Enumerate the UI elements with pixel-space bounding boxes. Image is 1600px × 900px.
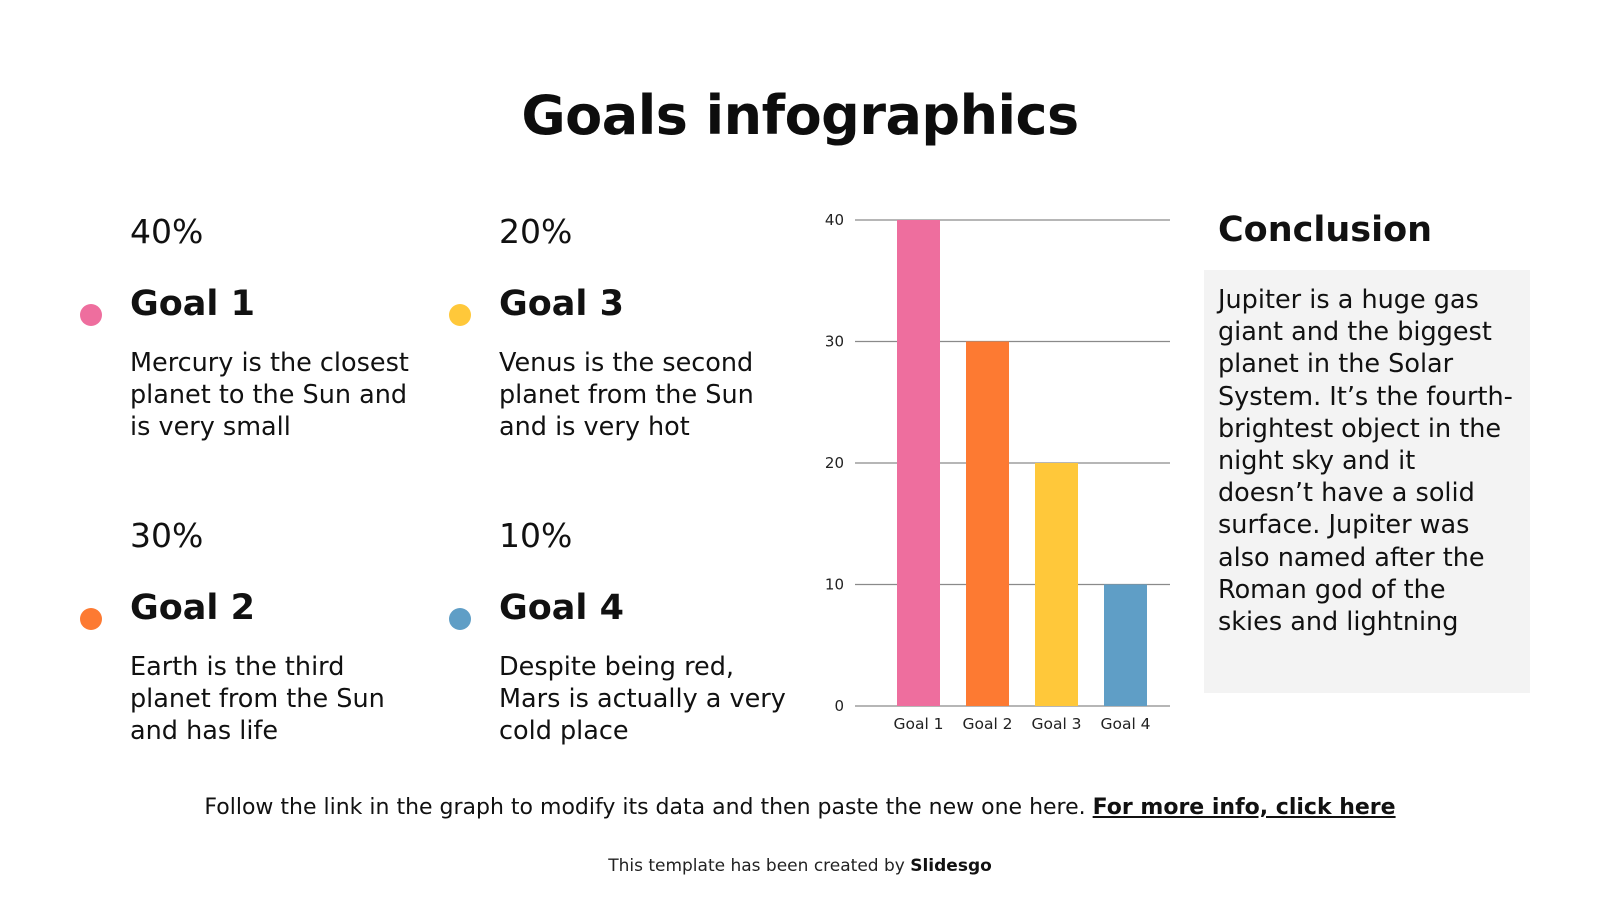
goal-1-percent: 40% [130,212,204,251]
more-info-link[interactable]: For more info, click here [1092,795,1396,820]
template-credit: This template has been created by Slides… [0,856,1600,876]
y-tick-label-0: 0 [834,697,844,715]
goal-2-percent: 30% [130,516,204,555]
y-tick-label-10: 10 [825,576,844,594]
y-tick-label-20: 20 [825,454,844,472]
goal-3-description: Venus is the second planet from the Sun … [499,348,754,442]
goal-3-percent: 20% [499,212,573,251]
goal-3-title: Goal 3 [499,284,624,324]
goal-1-title: Goal 1 [130,284,255,324]
bar-4 [1104,584,1147,706]
x-tick-label-3: Goal 3 [1031,715,1081,733]
x-tick-label-2: Goal 2 [962,715,1012,733]
goal-4-title: Goal 4 [499,588,624,628]
goal-2-description: Earth is the third planet from the Sun a… [130,652,385,746]
goal-2-title: Goal 2 [130,588,255,628]
goal-4-dot [449,608,471,630]
x-tick-label-4: Goal 4 [1100,715,1150,733]
footer-note-text: Follow the link in the graph to modify i… [204,795,1086,820]
bar-2 [966,341,1009,706]
bar-3 [1035,463,1078,706]
bar-chart[interactable]: 0 10 20 30 40 Goal 1 Goal 2 Goal 3 Goal 4 [825,200,1175,750]
credit-brand: Slidesgo [910,856,992,876]
slide-title: Goals infographics [521,84,1079,147]
goal-3-dot [449,304,471,326]
y-tick-label-40: 40 [825,211,844,229]
y-tick-label-30: 30 [825,333,844,351]
goal-4-percent: 10% [499,516,573,555]
goal-2-dot [80,608,102,630]
goal-4-description: Despite being red, Mars is actually a ve… [499,652,786,746]
conclusion-text: Jupiter is a huge gas giant and the bigg… [1218,285,1513,638]
goal-1-description: Mercury is the closest planet to the Sun… [130,348,409,442]
conclusion-title: Conclusion [1218,210,1433,250]
goal-1-dot [80,304,102,326]
bar-chart-svg: 0 10 20 30 40 Goal 1 Goal 2 Goal 3 Goal 4 [825,211,1170,733]
credit-prefix: This template has been created by [608,856,905,876]
footer-note: Follow the link in the graph to modify i… [0,795,1600,820]
bar-1 [897,220,940,706]
x-tick-label-1: Goal 1 [893,715,943,733]
conclusion-box: Jupiter is a huge gas giant and the bigg… [1204,270,1530,693]
